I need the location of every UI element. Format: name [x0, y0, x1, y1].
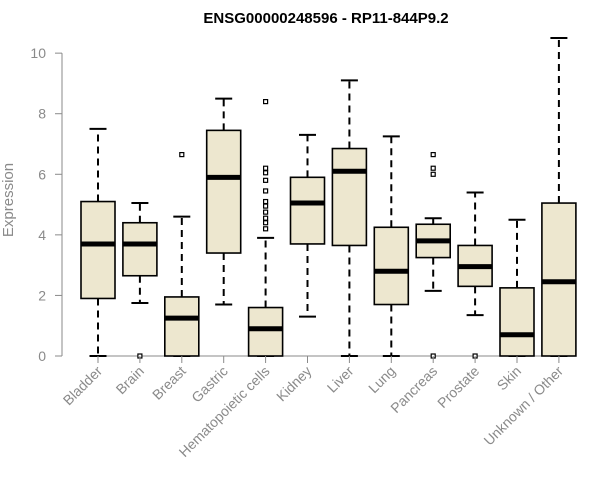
box-prostate: [457, 191, 493, 359]
y-tick-label: 6: [38, 166, 46, 182]
box-skin: [499, 218, 535, 357]
outlier-point: [263, 215, 269, 221]
x-tick-label: Liver: [324, 363, 357, 396]
iqr-box: [205, 129, 242, 254]
box-breast: [164, 152, 200, 357]
outlier-point: [179, 152, 185, 158]
box-unknown-other: [541, 37, 577, 357]
y-tick-label: 2: [38, 287, 46, 303]
box-kidney: [289, 133, 326, 318]
outlier-point: [263, 98, 269, 105]
iqr-box: [247, 306, 284, 357]
iqr-box: [164, 296, 200, 357]
iqr-box: [289, 176, 326, 245]
y-axis-label: Expression: [0, 163, 17, 237]
outlier-point: [263, 198, 269, 205]
iqr-box: [122, 221, 158, 277]
y-tick-label: 4: [38, 227, 46, 243]
outlier-point: [430, 165, 436, 171]
outlier-point: [263, 203, 269, 209]
x-tick-label: Breast: [149, 363, 189, 403]
outlier-point: [263, 226, 269, 232]
iqr-box: [373, 226, 410, 306]
outlier-point: [430, 171, 436, 177]
outlier-point: [263, 170, 269, 176]
box-brain: [122, 202, 158, 359]
outlier-point: [263, 188, 269, 194]
iqr-box: [80, 200, 116, 300]
y-tick-label: 8: [38, 106, 46, 122]
x-tick-label: Unknown / Other: [480, 363, 566, 449]
outlier-point: [263, 220, 269, 226]
iqr-box: [499, 287, 535, 357]
box-hematopoietic-cells: [247, 98, 284, 357]
box-liver: [331, 79, 368, 357]
x-tick-label: Skin: [494, 363, 525, 394]
x-tick-label: Brain: [113, 363, 147, 397]
x-tick-label: Prostate: [434, 363, 482, 411]
outlier-point: [263, 209, 269, 215]
x-tick-label: Pancreas: [387, 363, 440, 416]
box-bladder: [80, 127, 116, 357]
outlier-point: [430, 152, 436, 158]
y-tick-label: 10: [30, 45, 46, 61]
box-gastric: [205, 97, 242, 306]
chart-title: ENSG00000248596 - RP11-844P9.2: [203, 10, 448, 27]
x-tick-label: Lung: [365, 363, 398, 396]
box-pancreas: [415, 152, 452, 359]
outlier-point: [263, 177, 269, 183]
boxes: [80, 37, 577, 359]
x-tick-label: Kidney: [273, 363, 315, 405]
outlier-point: [263, 165, 269, 171]
iqr-box: [331, 147, 368, 247]
x-tick-label: Bladder: [60, 363, 106, 409]
y-tick-label: 0: [38, 348, 46, 364]
box-lung: [373, 135, 410, 357]
axes: 0 2 4 6 8 10: [30, 45, 559, 364]
